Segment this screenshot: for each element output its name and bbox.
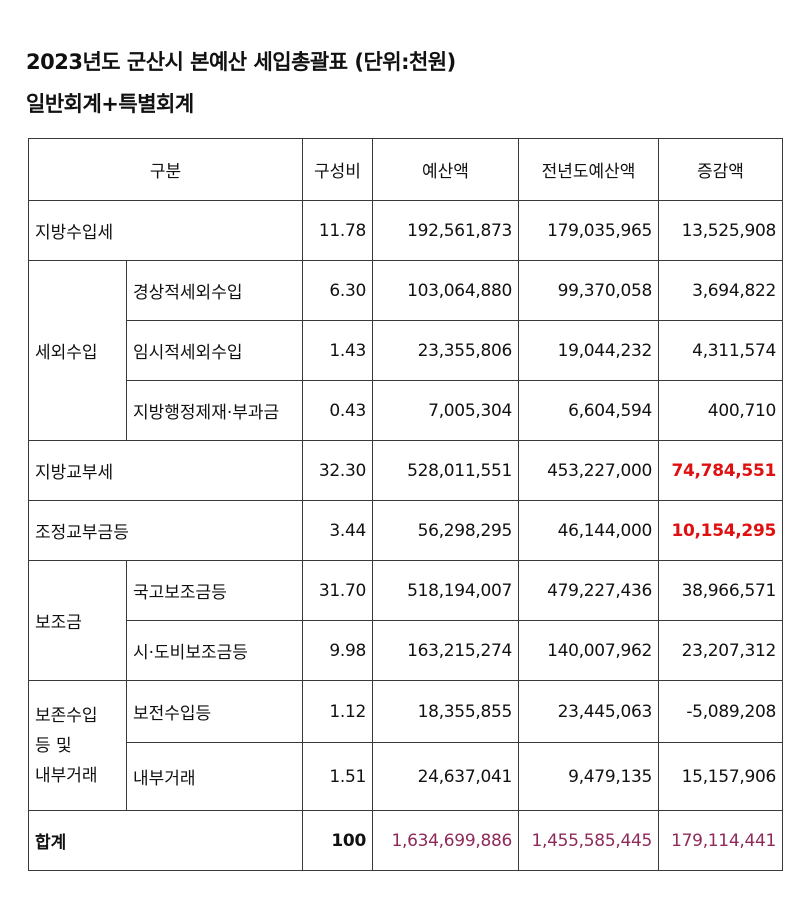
row-label: 국고보조금등 [126, 560, 303, 621]
prev-budget-cell: 140,007,962 [518, 620, 659, 681]
change-cell: 400,710 [658, 380, 783, 441]
group-label-line: 등 및 [35, 735, 72, 756]
document-title: 2023년도 군산시 본예산 세입총괄표 (단위:천원) [26, 50, 456, 74]
change-cell: 38,966,571 [658, 560, 783, 621]
change-cell: 13,525,908 [658, 200, 783, 261]
ratio-cell: 6.30 [302, 260, 373, 321]
total-change: 179,114,441 [658, 810, 783, 871]
prev-budget-cell: 23,445,063 [518, 680, 659, 743]
row-label: 시·도비보조금등 [126, 620, 303, 681]
prev-budget-cell: 179,035,965 [518, 200, 659, 261]
row-label: 임시적세외수입 [126, 320, 303, 381]
prev-budget-cell: 19,044,232 [518, 320, 659, 381]
ratio-cell: 1.51 [302, 742, 373, 811]
table-row: 지방행정제재·부과금 0.43 7,005,304 6,604,594 400,… [29, 380, 783, 441]
document-subtitle: 일반회계+특별회계 [26, 92, 194, 116]
row-label: 지방행정제재·부과금 [126, 380, 303, 441]
budget-cell: 56,298,295 [372, 500, 519, 561]
budget-cell: 518,194,007 [372, 560, 519, 621]
budget-cell: 528,011,551 [372, 440, 519, 501]
budget-cell: 23,355,806 [372, 320, 519, 381]
total-row: 합계 100 1,634,699,886 1,455,585,445 179,1… [28, 810, 783, 871]
budget-cell: 24,637,041 [372, 742, 519, 811]
ratio-cell: 11.78 [302, 200, 373, 261]
group-label-line: 보존수입 [35, 705, 98, 726]
prev-budget-cell: 453,227,000 [518, 440, 659, 501]
budget-cell: 192,561,873 [372, 200, 519, 261]
ratio-cell: 9.98 [302, 620, 373, 681]
prev-budget-cell: 6,604,594 [518, 380, 659, 441]
row-label: 지방수입세 [28, 200, 303, 261]
ratio-cell: 0.43 [302, 380, 373, 441]
header-row: 구분 구성비 예산액 전년도예산액 증감액 [28, 138, 783, 201]
group-label-line: 내부거래 [35, 765, 98, 786]
ratio-cell: 1.43 [302, 320, 373, 381]
header-prev-budget: 전년도예산액 [518, 138, 659, 201]
ratio-cell: 1.12 [302, 680, 373, 743]
table-row: 조정교부금등 3.44 56,298,295 46,144,000 10,154… [28, 500, 783, 561]
table-row: 보조금 국고보조금등 31.70 518,194,007 479,227,436… [28, 560, 783, 681]
header-change: 증감액 [658, 138, 783, 201]
table-row: 지방교부세 32.30 528,011,551 453,227,000 74,7… [28, 440, 783, 501]
change-cell-highlight: 10,154,295 [658, 500, 783, 561]
table-row: 임시적세외수입 1.43 23,355,806 19,044,232 4,311… [29, 320, 783, 381]
row-label: 지방교부세 [28, 440, 303, 501]
table-row: 내부거래 1.51 24,637,041 9,479,135 15,157,90… [29, 742, 783, 811]
change-cell: 3,694,822 [658, 260, 783, 321]
revenue-summary-table: 구분 구성비 예산액 전년도예산액 증감액 지방수입세 11.78 192,56… [28, 138, 783, 871]
change-cell: 4,311,574 [658, 320, 783, 381]
total-prev-budget: 1,455,585,445 [518, 810, 659, 871]
budget-cell: 18,355,855 [372, 680, 519, 743]
budget-cell: 163,215,274 [372, 620, 519, 681]
header-budget: 예산액 [372, 138, 519, 201]
change-cell: 15,157,906 [658, 742, 783, 811]
table-row: 지방수입세 11.78 192,561,873 179,035,965 13,5… [28, 200, 783, 261]
header-ratio: 구성비 [302, 138, 373, 201]
row-label: 보전수입등 [126, 680, 303, 743]
row-label: 내부거래 [126, 742, 303, 811]
change-cell-highlight: 74,784,551 [658, 440, 783, 501]
header-category: 구분 [28, 138, 303, 201]
ratio-cell: 32.30 [302, 440, 373, 501]
table-row: 세외수입 경상적세외수입 6.30 103,064,880 99,370,058… [28, 260, 783, 441]
budget-cell: 103,064,880 [372, 260, 519, 321]
prev-budget-cell: 9,479,135 [518, 742, 659, 811]
prev-budget-cell: 99,370,058 [518, 260, 659, 321]
total-ratio: 100 [302, 810, 373, 871]
table-row: 시·도비보조금등 9.98 163,215,274 140,007,962 23… [29, 620, 783, 681]
group-label-non-tax: 세외수입 [28, 260, 127, 441]
change-cell: 23,207,312 [658, 620, 783, 681]
prev-budget-cell: 479,227,436 [518, 560, 659, 621]
ratio-cell: 31.70 [302, 560, 373, 621]
group-label-subsidy: 보조금 [28, 560, 127, 681]
total-budget: 1,634,699,886 [372, 810, 519, 871]
ratio-cell: 3.44 [302, 500, 373, 561]
table-row: 보존수입 등 및 내부거래 보전수입등 1.12 18,355,855 23,4… [28, 680, 783, 811]
change-cell: -5,089,208 [658, 680, 783, 743]
total-label: 합계 [28, 810, 303, 871]
group-label-reserve: 보존수입 등 및 내부거래 [28, 680, 127, 811]
row-label: 조정교부금등 [28, 500, 303, 561]
budget-cell: 7,005,304 [372, 380, 519, 441]
prev-budget-cell: 46,144,000 [518, 500, 659, 561]
row-label: 경상적세외수입 [126, 260, 303, 321]
